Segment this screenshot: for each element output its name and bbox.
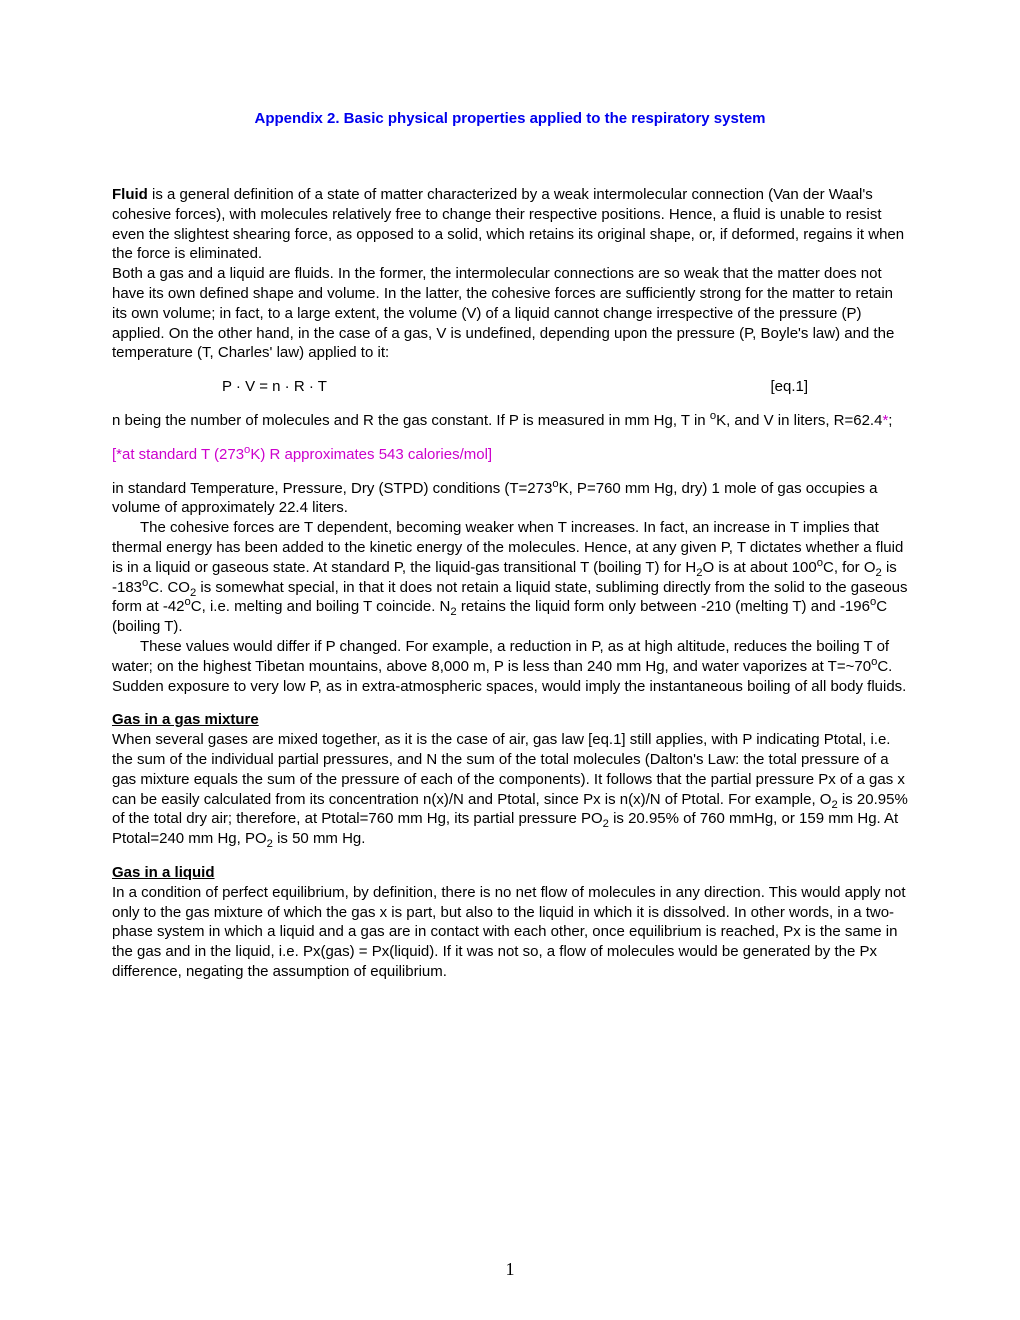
paragraph: In a condition of perfect equilibrium, b… xyxy=(112,883,908,982)
text-run: in standard Temperature, Pressure, Dry (… xyxy=(112,480,552,497)
paragraph: Fluid is a general definition of a state… xyxy=(112,185,908,264)
paragraph: The cohesive forces are T dependent, bec… xyxy=(112,518,908,637)
document-page: Appendix 2. Basic physical properties ap… xyxy=(0,0,1020,1320)
page-number: 1 xyxy=(0,1259,1020,1280)
text-run: C. CO xyxy=(148,579,190,596)
text-run: n being the number of molecules and R th… xyxy=(112,412,710,429)
page-title: Appendix 2. Basic physical properties ap… xyxy=(112,110,908,127)
text-run: These values would differ if P changed. … xyxy=(112,638,889,675)
paragraph: n being the number of molecules and R th… xyxy=(112,411,908,431)
text-run: is a general definition of a state of ma… xyxy=(112,186,904,262)
text-run: K) R approximates 543 calories/mol] xyxy=(250,446,492,463)
equation-formula: P · V = n · R · T xyxy=(222,377,327,397)
text-run: ; xyxy=(888,412,892,429)
footnote: [*at standard T (273oK) R approximates 5… xyxy=(112,445,908,465)
text-run: K, and V in liters, R=62.4 xyxy=(716,412,882,429)
text-run: [*at standard T (273 xyxy=(112,446,244,463)
paragraph: in standard Temperature, Pressure, Dry (… xyxy=(112,479,908,519)
section-heading: Gas in a gas mixture xyxy=(112,710,908,730)
paragraph: These values would differ if P changed. … xyxy=(112,637,908,696)
section-heading: Gas in a liquid xyxy=(112,863,908,883)
text-run: O is at about 100 xyxy=(702,559,816,576)
paragraph: Both a gas and a liquid are fluids. In t… xyxy=(112,264,908,363)
body-content: Fluid is a general definition of a state… xyxy=(112,185,908,982)
equation-label: [eq.1] xyxy=(770,377,908,397)
text-run: C, for O xyxy=(823,559,876,576)
text-run: C, i.e. melting and boiling T coincide. … xyxy=(191,598,451,615)
text-run: is 50 mm Hg. xyxy=(273,830,366,847)
bold-term: Fluid xyxy=(112,186,148,203)
paragraph: When several gases are mixed together, a… xyxy=(112,730,908,849)
text-run: retains the liquid form only between -21… xyxy=(457,598,870,615)
text-run: When several gases are mixed together, a… xyxy=(112,731,905,807)
equation-row: P · V = n · R · T [eq.1] xyxy=(112,363,908,411)
